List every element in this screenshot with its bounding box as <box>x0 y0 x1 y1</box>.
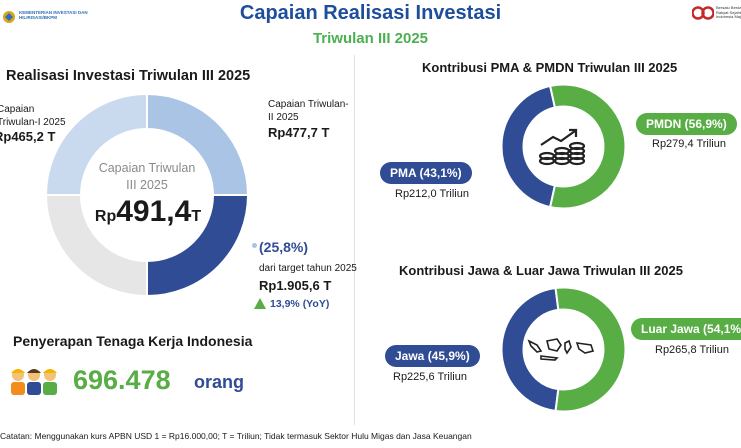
target-label: dari target tahun 2025 <box>259 263 357 274</box>
center-value-prefix: Rp <box>94 208 117 225</box>
donut-slice-jawa <box>500 286 560 413</box>
page-subtitle: Triwulan III 2025 <box>312 30 429 47</box>
growth-coins-icon <box>538 128 586 166</box>
pct-bullet <box>252 243 257 248</box>
workers-icon <box>11 369 57 395</box>
center-value-number: 491,4 <box>116 195 192 228</box>
pmdn-value: Rp279,4 Triliun <box>652 138 726 150</box>
up-arrow-icon <box>254 298 266 309</box>
target-pct: (25,8%) <box>259 239 309 255</box>
q2-value: Rp477,7 T <box>268 125 330 140</box>
realisasi-title: Realisasi Investasi Triwulan III 2025 <box>6 68 251 84</box>
tenaga-kerja-unit: orang <box>194 372 245 392</box>
luar-jawa-label-pill: Luar Jawa (54,1%) <box>631 318 741 340</box>
section-divider <box>354 55 355 425</box>
q1-value: Rp465,2 T <box>0 129 56 144</box>
pmdn-label-pill: PMDN (56,9%) <box>636 113 737 135</box>
center-value: Rp491,4T <box>78 195 218 229</box>
ministry-logo: KEMENTERIAN INVESTASI DAN HILIRISASI/BKP… <box>2 10 99 24</box>
tenaga-kerja-value: 696.478 <box>73 365 171 395</box>
80-years-logo-icon <box>692 6 714 20</box>
garuda-logo-icon <box>3 11 15 23</box>
center-value-suffix: T <box>191 208 202 225</box>
slogan-logo-text: Bersatu Berdaulat Rakyat Sejahtera Indon… <box>716 5 741 20</box>
tenaga-kerja-title: Penyerapan Tenaga Kerja Indonesia <box>13 333 253 349</box>
donut-slice-luar-jawa <box>554 286 627 413</box>
q2-label: Capaian Triwulan-II 2025 <box>268 99 349 123</box>
footnote: Catatan: Menggunakan kurs APBN USD 1 = R… <box>0 431 472 441</box>
donut-slice-triwulan-i-2025 <box>44 92 148 197</box>
jawa-donut-chart <box>500 286 627 413</box>
pma-pmdn-donut-chart <box>500 83 627 210</box>
luar-jawa-value: Rp265,8 Triliun <box>655 344 729 356</box>
target-value: Rp1.905,6 T <box>259 278 332 293</box>
donut-slice-pma <box>500 84 557 209</box>
pma-value: Rp212,0 Triliun <box>395 188 469 200</box>
yoy-value: 13,9% (YoY) <box>270 298 330 310</box>
donut-slice-pmdn <box>548 83 627 210</box>
pma-label-pill: PMA (43,1%) <box>380 162 472 184</box>
jawa-value: Rp225,6 Triliun <box>393 371 467 383</box>
center-label: Capaian Triwulan III 2025 <box>98 161 196 192</box>
q1-label: Capaian Triwulan-I 2025 <box>0 104 66 128</box>
indonesia-map-icon <box>527 338 595 361</box>
realisasi-donut-chart <box>44 92 250 298</box>
ministry-logo-text: KEMENTERIAN INVESTASI DAN HILIRISASI/BKP… <box>19 10 88 20</box>
jawa-title: Kontribusi Jawa & Luar Jawa Triwulan III… <box>399 263 683 278</box>
pma-pmdn-title: Kontribusi PMA & PMDN Triwulan III 2025 <box>422 60 678 75</box>
jawa-label-pill: Jawa (45,9%) <box>385 345 480 367</box>
slogan-logo: Bersatu Berdaulat Rakyat Sejahtera Indon… <box>692 6 741 20</box>
page-title: Capaian Realisasi Investasi <box>239 2 502 24</box>
